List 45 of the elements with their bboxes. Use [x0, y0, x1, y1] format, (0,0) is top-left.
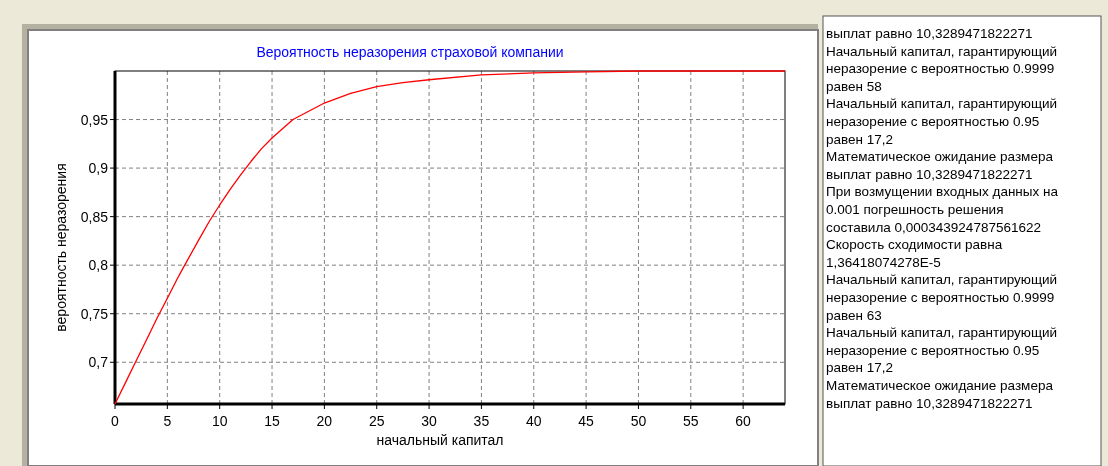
x-tick-label: 35 [473, 413, 490, 429]
x-tick-label: 10 [211, 413, 228, 429]
text: неразорение с вероятностью 0.95 [826, 114, 1040, 129]
x-tick-label: 60 [735, 413, 752, 429]
text: неразорение с вероятностью 0.95 [826, 342, 1040, 358]
text: Начальный капитал, гарантирующий [826, 325, 1058, 341]
x-tick-label: 30 [421, 413, 438, 429]
text: Математическое ожидание размера [826, 378, 1054, 393]
text: Начальный капитал, гарантирующий [826, 43, 1058, 59]
x-tick-label: 50 [630, 413, 647, 429]
chart-title: Вероятность неразорения страховой компании [256, 44, 564, 60]
text: неразорение с вероятностью 0.9999 [826, 61, 1055, 77]
x-tick-label: 45 [578, 413, 595, 429]
x-tick-label: 5 [163, 413, 172, 429]
text: 1,36418074278E-5 [826, 254, 941, 270]
x-tick-label: 55 [682, 413, 699, 429]
text: Начальный капитал, гарантирующий [826, 272, 1058, 288]
x-tick-label: 0 [111, 413, 120, 429]
text: равен 63 [826, 307, 882, 323]
text: Скорость сходимости равна [826, 237, 1003, 253]
x-tick-label: 20 [316, 413, 333, 429]
x-tick-label: 15 [264, 413, 281, 429]
text: выплат равно 10,3289471822271 [826, 166, 1033, 182]
y-tick-label: 0,95 [80, 111, 109, 128]
text: равен 58 [826, 78, 882, 94]
y-tick-label: 0,9 [88, 160, 109, 177]
text: выплат равно 10,3289471822271 [826, 395, 1033, 411]
x-axis-title: начальный капитал [376, 432, 504, 448]
y-axis-title: вероятность неразорения [53, 163, 69, 332]
text: равен 17,2 [826, 131, 894, 147]
line-series [114, 70, 786, 405]
text: При возмущении входных данных на [826, 184, 1059, 200]
y-tick-label: 0,85 [80, 208, 109, 225]
text: Математическое ожидание размера [826, 149, 1054, 165]
text: равен 17,2 [826, 360, 894, 376]
text: выплат равно 10,3289471822271 [826, 26, 1033, 41]
y-tick-label: 0,75 [80, 305, 109, 322]
text: Начальный капитал, гарантирующий [826, 96, 1058, 112]
text: составила 0,000343924787561622 [826, 219, 1041, 235]
y-tick-label: 0,7 [88, 354, 109, 371]
y-tick-label: 0,8 [88, 257, 109, 274]
x-tick-label: 25 [368, 413, 385, 429]
text: 0.001 погрешность решения [826, 202, 1004, 217]
x-tick-label: 40 [525, 413, 542, 429]
text: неразорение с вероятностью 0.9999 [826, 290, 1055, 305]
